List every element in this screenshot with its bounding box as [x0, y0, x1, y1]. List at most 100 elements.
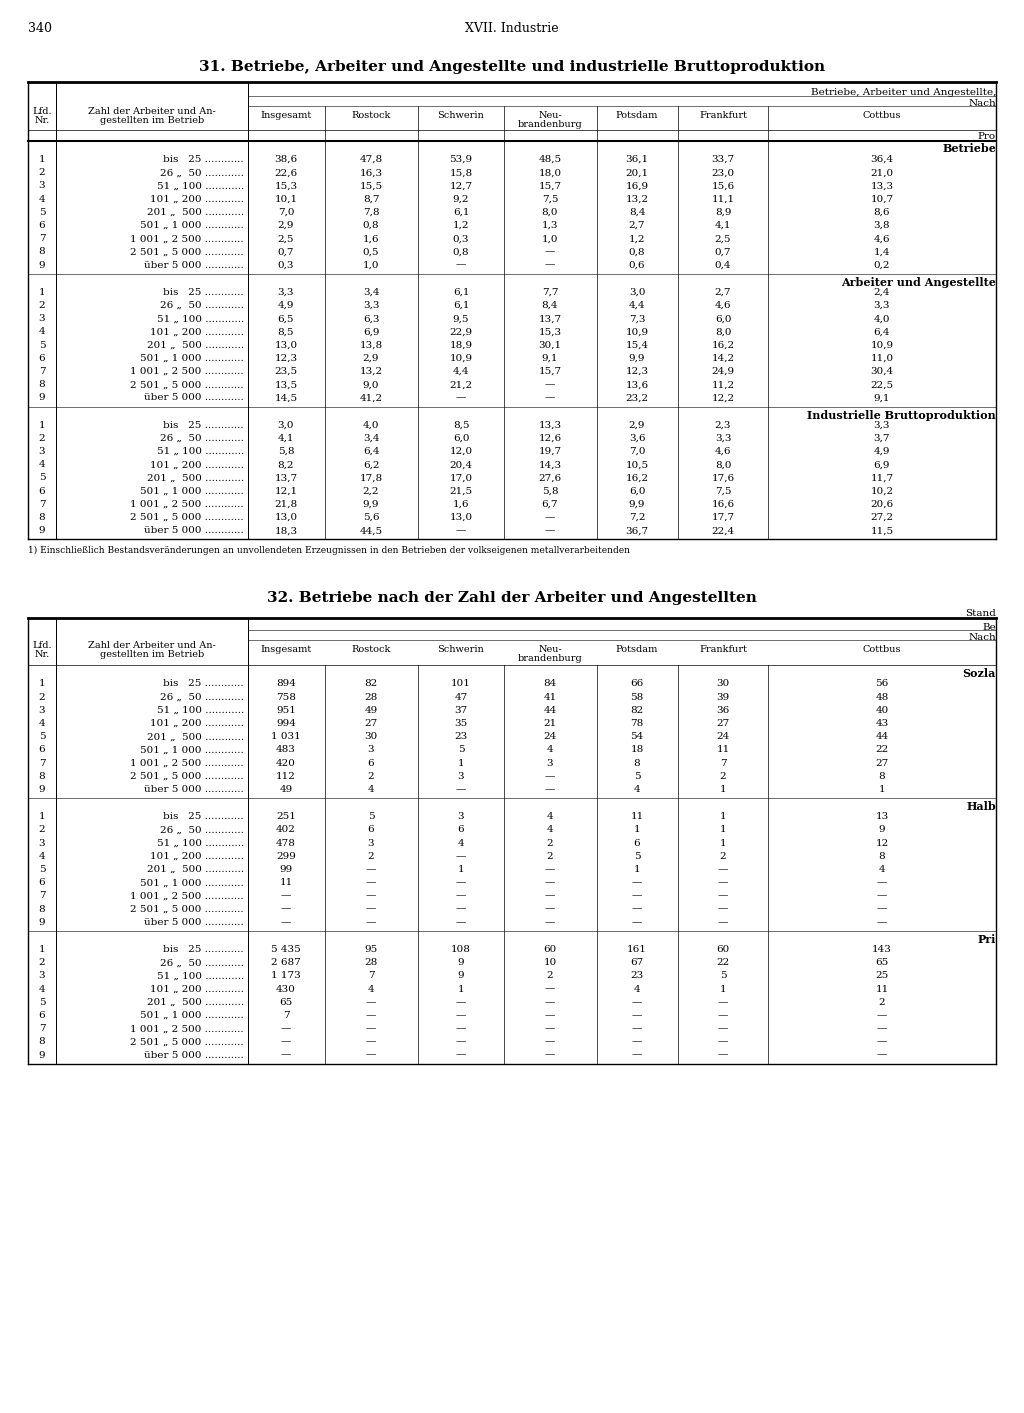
- Text: 21,0: 21,0: [870, 168, 894, 177]
- Text: 9: 9: [39, 1051, 45, 1060]
- Text: Neu-: Neu-: [539, 112, 562, 120]
- Text: —: —: [545, 1010, 555, 1020]
- Text: 6: 6: [39, 353, 45, 363]
- Text: 7: 7: [39, 759, 45, 767]
- Text: 16,6: 16,6: [712, 500, 734, 509]
- Text: —: —: [877, 1037, 887, 1047]
- Text: 23: 23: [631, 971, 644, 981]
- Text: —: —: [545, 786, 555, 794]
- Text: 26 „  50 ............: 26 „ 50 ............: [160, 692, 244, 702]
- Text: 5: 5: [39, 341, 45, 349]
- Text: 20,6: 20,6: [870, 500, 894, 509]
- Text: 2 501 „ 5 000 ............: 2 501 „ 5 000 ............: [130, 380, 244, 389]
- Text: 4,0: 4,0: [873, 314, 890, 324]
- Text: 951: 951: [276, 706, 296, 715]
- Text: 36,4: 36,4: [870, 155, 894, 164]
- Text: 33,7: 33,7: [712, 155, 734, 164]
- Text: 0,8: 0,8: [362, 220, 379, 230]
- Text: 2 687: 2 687: [271, 958, 301, 968]
- Text: 4: 4: [39, 985, 45, 993]
- Text: Potsdam: Potsdam: [615, 646, 658, 654]
- Text: 1) Einschließlich Bestandsveränderungen an unvollendeten Erzeugnissen in den Bet: 1) Einschließlich Bestandsveränderungen …: [28, 545, 630, 554]
- Text: 84: 84: [544, 680, 557, 688]
- Text: 11,7: 11,7: [870, 473, 894, 482]
- Text: 0,5: 0,5: [362, 247, 379, 256]
- Text: —: —: [366, 998, 376, 1007]
- Text: —: —: [456, 904, 466, 914]
- Text: 12,7: 12,7: [450, 181, 472, 191]
- Text: 3,0: 3,0: [278, 421, 294, 430]
- Text: 101 „ 200 ............: 101 „ 200 ............: [151, 719, 244, 728]
- Text: 2,9: 2,9: [362, 353, 379, 363]
- Text: 3: 3: [39, 838, 45, 848]
- Text: —: —: [545, 918, 555, 927]
- Text: 44: 44: [876, 732, 889, 742]
- Text: 7: 7: [39, 367, 45, 376]
- Text: Potsdam: Potsdam: [615, 112, 658, 120]
- Text: 7: 7: [720, 759, 726, 767]
- Text: 51 „ 100 ............: 51 „ 100 ............: [157, 447, 244, 456]
- Text: 30,4: 30,4: [870, 367, 894, 376]
- Text: 51 „ 100 ............: 51 „ 100 ............: [157, 971, 244, 981]
- Text: Be: Be: [982, 623, 996, 633]
- Text: über 5 000 ............: über 5 000 ............: [144, 526, 244, 536]
- Text: 26 „  50 ............: 26 „ 50 ............: [160, 301, 244, 309]
- Text: 6,1: 6,1: [453, 208, 469, 216]
- Text: 3: 3: [39, 706, 45, 715]
- Text: 12,6: 12,6: [539, 434, 561, 442]
- Text: 82: 82: [365, 680, 378, 688]
- Text: 101 „ 200 ............: 101 „ 200 ............: [151, 195, 244, 203]
- Text: 48,5: 48,5: [539, 155, 561, 164]
- Text: 758: 758: [276, 692, 296, 702]
- Text: 23,2: 23,2: [626, 393, 648, 403]
- Text: bis   25 ............: bis 25 ............: [164, 288, 244, 297]
- Text: 23,5: 23,5: [274, 367, 298, 376]
- Text: Industrielle Bruttoproduktion: Industrielle Bruttoproduktion: [807, 410, 996, 421]
- Text: 26 „  50 ............: 26 „ 50 ............: [160, 434, 244, 442]
- Text: 2: 2: [39, 825, 45, 835]
- Text: 2: 2: [39, 692, 45, 702]
- Text: 9,9: 9,9: [362, 500, 379, 509]
- Text: 36,1: 36,1: [626, 155, 648, 164]
- Text: 201 „  500 ............: 201 „ 500 ............: [146, 341, 244, 349]
- Text: 58: 58: [631, 692, 644, 702]
- Text: 1 001 „ 2 500 ............: 1 001 „ 2 500 ............: [130, 759, 244, 767]
- Text: 56: 56: [876, 680, 889, 688]
- Text: 7,3: 7,3: [629, 314, 645, 324]
- Text: 22,9: 22,9: [450, 328, 472, 336]
- Text: 201 „  500 ............: 201 „ 500 ............: [146, 208, 244, 216]
- Text: —: —: [632, 918, 642, 927]
- Text: 35: 35: [455, 719, 468, 728]
- Text: 101 „ 200 ............: 101 „ 200 ............: [151, 852, 244, 861]
- Text: —: —: [456, 260, 466, 270]
- Text: über 5 000 ............: über 5 000 ............: [144, 1051, 244, 1060]
- Text: —: —: [366, 1024, 376, 1033]
- Text: Insgesamt: Insgesamt: [260, 112, 311, 120]
- Text: —: —: [456, 879, 466, 887]
- Text: 2 501 „ 5 000 ............: 2 501 „ 5 000 ............: [130, 513, 244, 521]
- Text: 1 031: 1 031: [271, 732, 301, 742]
- Text: —: —: [877, 1010, 887, 1020]
- Text: 51 „ 100 ............: 51 „ 100 ............: [157, 181, 244, 191]
- Text: 2,3: 2,3: [715, 421, 731, 430]
- Text: —: —: [632, 1037, 642, 1047]
- Text: 483: 483: [276, 746, 296, 755]
- Text: —: —: [632, 1051, 642, 1060]
- Text: 7,8: 7,8: [362, 208, 379, 216]
- Text: 15,3: 15,3: [274, 181, 298, 191]
- Text: 9,9: 9,9: [629, 500, 645, 509]
- Text: 17,0: 17,0: [450, 473, 472, 482]
- Text: 2,9: 2,9: [278, 220, 294, 230]
- Text: 12,1: 12,1: [274, 486, 298, 496]
- Text: 36,7: 36,7: [626, 526, 648, 536]
- Text: 44: 44: [544, 706, 557, 715]
- Text: 4: 4: [634, 786, 640, 794]
- Text: 2 501 „ 5 000 ............: 2 501 „ 5 000 ............: [130, 771, 244, 781]
- Text: 15,5: 15,5: [359, 181, 383, 191]
- Text: 10,9: 10,9: [626, 328, 648, 336]
- Text: 13: 13: [876, 812, 889, 821]
- Text: Pri: Pri: [978, 934, 996, 945]
- Text: 12,0: 12,0: [450, 447, 472, 456]
- Text: 1,2: 1,2: [453, 220, 469, 230]
- Text: —: —: [456, 526, 466, 536]
